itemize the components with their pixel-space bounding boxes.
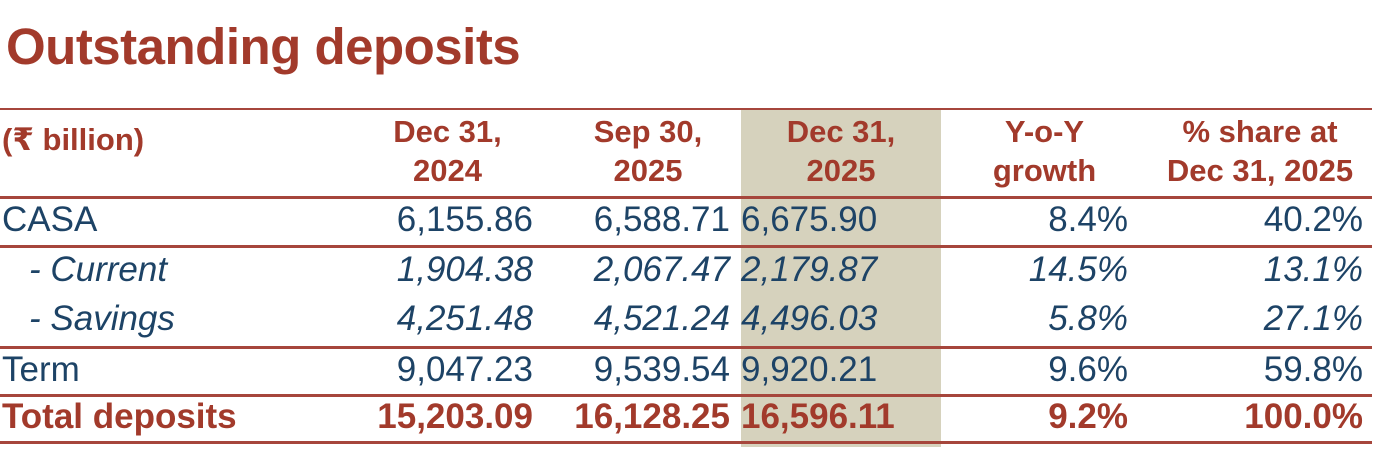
page-title: Outstanding deposits: [6, 18, 521, 75]
cell-value: 59.8%: [1148, 347, 1372, 397]
row-label: - Savings: [0, 296, 340, 349]
cell-value: 100.0%: [1148, 395, 1372, 444]
cell-value: 4,521.24: [555, 296, 741, 349]
cell-value: 14.5%: [1028, 250, 1128, 290]
cell-value: 15,203.09: [340, 395, 555, 444]
cell-value: 9,539.54: [555, 347, 741, 397]
table-row-total-deposits: Total deposits 15,203.09 16,128.25 16,59…: [0, 395, 1372, 444]
table-row-savings: - Savings 4,251.48 4,521.24 4,496.03 5.8…: [0, 296, 1372, 349]
table-header-row: (₹ billion) Dec 31, 2024 Sep 30, 2025 De…: [0, 108, 1372, 199]
table-row-casa: CASA 6,155.86 6,588.71 6,675.90 8.4% 40.…: [0, 197, 1372, 248]
cell-value: 9,047.23: [340, 347, 555, 397]
cell-value: 1,904.38: [396, 250, 533, 290]
cell-value: 9.2%: [941, 395, 1148, 444]
column-header-sep30-2025: Sep 30, 2025: [555, 108, 741, 199]
row-label: Total deposits: [0, 395, 340, 444]
cell-value: 5.8%: [941, 296, 1148, 349]
cell-value: 4,496.03: [741, 296, 941, 349]
cell-value: 40.2%: [1148, 197, 1372, 248]
cell-value: 2,067.47: [593, 250, 730, 290]
cell-value: 16,596.11: [741, 395, 941, 444]
cell-value: 2,179.87: [741, 250, 878, 290]
cell-value: 6,155.86: [340, 197, 555, 248]
cell-value: 6,588.71: [555, 197, 741, 248]
column-header-dec31-2025: Dec 31, 2025: [741, 108, 941, 199]
deposits-table: (₹ billion) Dec 31, 2024 Sep 30, 2025 De…: [0, 108, 1372, 444]
row-label: Term: [0, 347, 340, 397]
row-label: - Current: [29, 250, 168, 290]
cell-value: 4,251.48: [340, 296, 555, 349]
row-label: CASA: [0, 197, 340, 248]
table-row-current: - Current 1,904.38 2,067.47 2,179.87 14.…: [0, 247, 1372, 297]
cell-value: 27.1%: [1148, 296, 1372, 349]
cell-value: 8.4%: [941, 197, 1148, 248]
cell-value: 9,920.21: [741, 347, 941, 397]
cell-value: 9.6%: [941, 347, 1148, 397]
cell-value: 13.1%: [1263, 250, 1363, 290]
column-header-pct-share: % share at Dec 31, 2025: [1148, 108, 1372, 199]
cell-value: 16,128.25: [555, 395, 741, 444]
column-header-yoy-growth: Y-o-Y growth: [941, 108, 1148, 199]
unit-label: (₹ billion): [0, 108, 340, 199]
table-row-term: Term 9,047.23 9,539.54 9,920.21 9.6% 59.…: [0, 347, 1372, 397]
column-header-dec31-2024: Dec 31, 2024: [340, 108, 555, 199]
cell-value: 6,675.90: [741, 197, 941, 248]
